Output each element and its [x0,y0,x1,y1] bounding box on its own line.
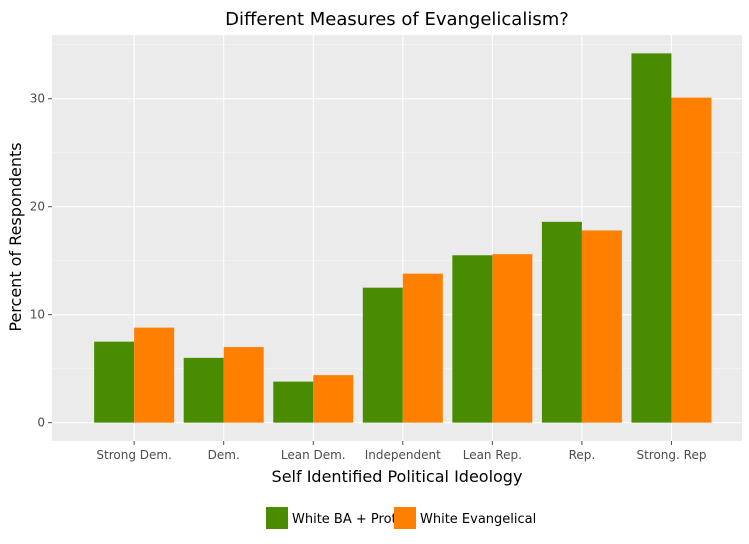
bar-white-ba-prot-3 [362,287,403,423]
legend-label: White BA + Prot [292,512,397,527]
bar-white-evangelical-3 [402,273,443,423]
bar-white-ba-prot-2 [273,381,314,423]
bars [94,53,712,423]
x-tick-label: Rep. [569,448,596,462]
bar-white-evangelical-5 [581,230,622,423]
x-tick-label: Strong. Rep [636,448,706,462]
y-tick-label: 10 [30,308,45,322]
x-tick-label: Independent [365,448,441,462]
legend-item: White Evangelical [394,507,536,529]
bar-white-evangelical-4 [492,254,533,423]
legend: White BA + Prot White Evangelical [266,507,536,529]
bar-white-evangelical-6 [671,97,712,423]
legend-swatch [266,507,288,529]
legend-item: White BA + Prot [266,507,397,529]
bar-white-ba-prot-6 [631,53,672,423]
legend-label: White Evangelical [420,512,536,527]
bar-white-evangelical-2 [313,375,354,423]
y-tick-label: 20 [30,200,45,214]
x-axis: Strong Dem. Dem. Lean Dem. Independent Lean … [96,441,706,462]
x-tick-label: Dem. [208,448,240,462]
chart-title: Different Measures of Evangelicalism? [225,9,569,30]
bar-white-ba-prot-0 [94,341,135,423]
legend-swatch [394,507,416,529]
bar-white-evangelical-0 [134,327,175,423]
bar-white-evangelical-1 [223,347,264,423]
x-tick-label: Lean Dem. [281,448,346,462]
x-axis-title: Self Identified Political Ideology [272,467,523,486]
y-axis: 0 10 20 30 [30,92,52,430]
bar-white-ba-prot-4 [452,255,493,423]
x-tick-label: Lean Rep. [463,448,522,462]
y-axis-title: Percent of Respondents [6,142,25,331]
bar-white-ba-prot-1 [183,357,224,423]
x-tick-label: Strong Dem. [96,448,172,462]
y-tick-label: 0 [37,416,45,430]
bar-white-ba-prot-5 [541,221,582,423]
y-tick-label: 30 [30,92,45,106]
